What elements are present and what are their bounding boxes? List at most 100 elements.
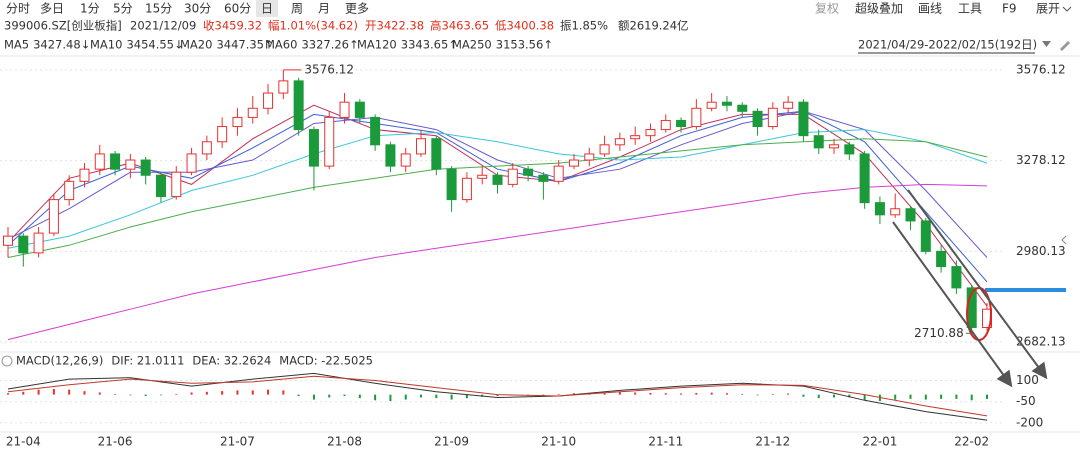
candle-body <box>645 129 656 137</box>
tool-button[interactable]: 画线 <box>918 2 942 16</box>
period-tab[interactable]: 日 <box>261 2 273 16</box>
candle-body <box>171 171 182 198</box>
candle-body <box>798 101 809 137</box>
series-line <box>7 183 988 341</box>
y-tick-label: -50 <box>1016 394 1036 408</box>
selected-period-bg <box>256 0 278 17</box>
series-line <box>7 104 988 307</box>
candle-body <box>660 119 671 131</box>
candle-body <box>64 180 75 201</box>
legend-name: MA120 <box>357 38 397 52</box>
candle-body <box>431 138 442 170</box>
quote-amplitude: 振1.85% <box>560 19 608 33</box>
period-tab[interactable]: 更多 <box>345 2 369 16</box>
candle-body <box>186 153 197 173</box>
legend-name: MA250 <box>452 38 492 52</box>
candle-body <box>125 159 136 170</box>
candle-body <box>201 141 212 155</box>
side-toggle[interactable] <box>1061 235 1067 245</box>
candle-body <box>140 159 151 176</box>
x-tick-label: 21-10 <box>541 435 576 449</box>
legend-value: 3454.55↓ <box>126 38 183 52</box>
period-tab[interactable]: 30分 <box>184 2 211 16</box>
period-tab[interactable]: 15分 <box>145 2 172 16</box>
edit-icon[interactable] <box>1060 41 1070 51</box>
candle-body <box>278 80 289 94</box>
tool-button[interactable]: 复权 <box>815 2 839 16</box>
quote-close: 收3459.32 <box>203 19 262 33</box>
candle-body <box>461 177 472 201</box>
candle-body <box>859 153 870 204</box>
period-tab[interactable]: 5分 <box>113 2 133 16</box>
candle-body <box>339 101 350 118</box>
candle-body <box>936 250 947 268</box>
candle-body <box>477 174 488 179</box>
x-tick-label: 21-11 <box>648 435 683 449</box>
series-line <box>7 110 988 283</box>
period-tab[interactable]: 分时 <box>6 2 30 16</box>
candle-body <box>614 138 625 146</box>
x-tick-label: 21-07 <box>220 435 255 449</box>
period-tab[interactable]: 1分 <box>80 2 100 16</box>
tool-button[interactable]: 展开 <box>1036 2 1060 16</box>
expand-arrow <box>1062 6 1072 12</box>
candle-body <box>247 107 258 118</box>
x-tick-label: 21-06 <box>98 435 133 449</box>
legend-value: 3153.56↑ <box>496 38 553 52</box>
candle-body <box>676 119 687 128</box>
candle-body <box>507 168 518 185</box>
legend-name: MA60 <box>265 38 297 52</box>
range-dropdown[interactable] <box>1042 41 1051 47</box>
candle-body <box>370 116 381 146</box>
candle-body <box>813 135 824 149</box>
candle-body <box>905 208 916 222</box>
candle-body <box>217 126 228 143</box>
y-tick-label: -200 <box>1016 415 1043 429</box>
quote-change: 幅1.01%(34.62) <box>268 19 358 33</box>
period-tab[interactable]: 月 <box>318 2 330 16</box>
legend-value: 3327.26↑ <box>301 38 358 52</box>
tool-button[interactable]: F9 <box>1002 2 1017 16</box>
help-icon[interactable] <box>1 355 13 367</box>
x-tick-label: 21-12 <box>755 435 790 449</box>
candle-body <box>783 101 794 109</box>
series-line <box>7 375 988 417</box>
candle-body <box>385 144 396 167</box>
macd-legend: DIF: 21.0111 <box>111 354 184 368</box>
y-tick-label: 100 <box>1016 373 1039 387</box>
candle-body <box>951 266 962 289</box>
period-tab[interactable]: 多日 <box>40 2 64 16</box>
drawn-trend-arrow <box>907 189 1048 380</box>
candle-body <box>767 107 778 128</box>
candle-body <box>721 101 732 106</box>
candle-body <box>584 153 595 161</box>
tool-button[interactable]: 工具 <box>958 2 982 16</box>
y-tick-label: 3576.12 <box>1016 62 1066 76</box>
period-tab[interactable]: 周 <box>291 2 303 16</box>
legend-value: 3427.48↓ <box>33 38 90 52</box>
legend-value: 3343.65↑ <box>401 38 458 52</box>
tool-button[interactable]: 超级叠加 <box>855 1 903 16</box>
candle-body <box>630 135 641 140</box>
quote-date: 2021/12/09 <box>130 19 196 33</box>
legend-name: MA10 <box>90 38 122 52</box>
candle-body <box>110 153 121 170</box>
period-tab[interactable]: 60分 <box>224 2 251 16</box>
candle-body <box>232 116 243 128</box>
candle-body <box>829 144 840 149</box>
x-tick-label: 22-02 <box>954 435 989 449</box>
candle-body <box>416 138 427 155</box>
series-line <box>7 129 988 249</box>
y-tick-label: 3278.12 <box>1016 153 1066 167</box>
candle-body <box>752 110 763 128</box>
candle-body <box>155 174 166 198</box>
candle-body <box>492 174 503 185</box>
candle-body <box>844 144 855 155</box>
candle-body <box>737 104 748 112</box>
x-tick-label: 21-04 <box>6 435 41 449</box>
macd-legend: DEA: 32.2624 <box>192 354 271 368</box>
candle-body <box>599 144 610 155</box>
legend-name: MA20 <box>180 38 212 52</box>
y-tick-label: 2980.13 <box>1016 244 1066 258</box>
date-range[interactable]: 2021/04/29-2022/02/15(192日) <box>858 38 1037 52</box>
